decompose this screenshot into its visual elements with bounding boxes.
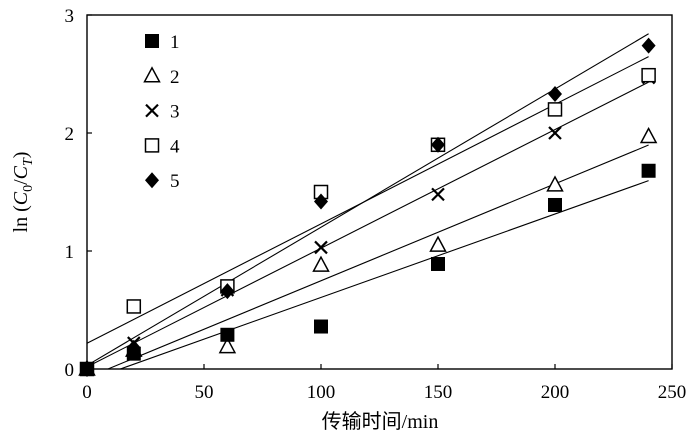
- series-5-point: [548, 86, 562, 103]
- series-1-point: [126, 346, 141, 361]
- legend-label: 3: [170, 102, 180, 123]
- legend-item: 2: [143, 66, 180, 88]
- series-4-point: [641, 67, 656, 83]
- x-tick-label: 150: [424, 382, 453, 403]
- series-2-point: [639, 126, 658, 144]
- series-3-point: [314, 240, 328, 255]
- series-2-point: [218, 336, 237, 354]
- data-points: [78, 37, 658, 377]
- legend-label: 5: [170, 171, 180, 192]
- series-2-point: [546, 175, 564, 192]
- legend-item: 3: [145, 102, 180, 123]
- y-tick-label: 3: [65, 6, 75, 27]
- series-4-point: [126, 299, 142, 314]
- legend-marker: [143, 66, 161, 83]
- series-2-fit-line: [107, 144, 649, 370]
- series-3-point: [431, 187, 445, 202]
- legend-item: 4: [144, 136, 180, 157]
- legend-label: 4: [170, 136, 180, 157]
- series-1-point: [220, 327, 235, 342]
- series-1-point: [548, 197, 562, 212]
- legend-label: 1: [170, 32, 180, 53]
- series-3-point: [548, 126, 562, 140]
- x-tick-label: 100: [307, 382, 336, 403]
- x-axis-label: 传输时间/min: [322, 410, 439, 433]
- series-1-fit-line: [120, 180, 649, 370]
- y-tick-label: 1: [65, 242, 75, 263]
- legend-marker: [145, 172, 159, 189]
- x-tick-label: 250: [658, 382, 687, 403]
- x-tick-label: 200: [541, 382, 570, 403]
- y-axis-label: ln (C0/CT): [10, 152, 36, 233]
- y-tick-label: 0: [65, 360, 75, 381]
- legend: 1 2 3 4 5: [143, 32, 180, 192]
- legend-marker: [144, 138, 160, 153]
- series-1-point: [641, 163, 656, 178]
- legend-label: 2: [170, 67, 180, 88]
- legend-item: 1: [145, 32, 180, 53]
- legend-marker: [145, 103, 159, 118]
- series-3-fit-line: [86, 81, 649, 368]
- y-axis-label-lead: ln (: [10, 205, 32, 233]
- legend-item: 5: [145, 171, 180, 192]
- axis-ticks: 0 50 100 150 200 250 0 1 2 3: [65, 6, 687, 403]
- series-5-point: [431, 136, 445, 153]
- series-1-point: [314, 319, 328, 334]
- series-2-point: [312, 255, 330, 272]
- series-4-point: [547, 102, 563, 117]
- y-axis-label-slash: /: [10, 179, 32, 185]
- series-1-point: [80, 362, 94, 376]
- y-axis-label-numerator-subscript: 0: [21, 185, 36, 192]
- y-tick-label: 2: [65, 124, 75, 145]
- series-1-point: [431, 256, 445, 271]
- y-axis-label-denominator-subscript: T: [21, 157, 36, 166]
- y-axis-label-numerator: C: [10, 191, 32, 205]
- y-axis-label-denominator: C: [10, 165, 32, 179]
- legend-marker: [145, 34, 159, 48]
- series-5-point: [641, 37, 656, 54]
- series-2-point: [429, 235, 447, 252]
- plot-area-frame: [86, 14, 673, 370]
- x-tick-label: 0: [82, 382, 92, 403]
- series-5-point: [220, 283, 235, 300]
- y-axis-label-tail: ): [10, 152, 32, 159]
- x-tick-label: 50: [195, 382, 214, 403]
- series-5-point: [314, 193, 328, 210]
